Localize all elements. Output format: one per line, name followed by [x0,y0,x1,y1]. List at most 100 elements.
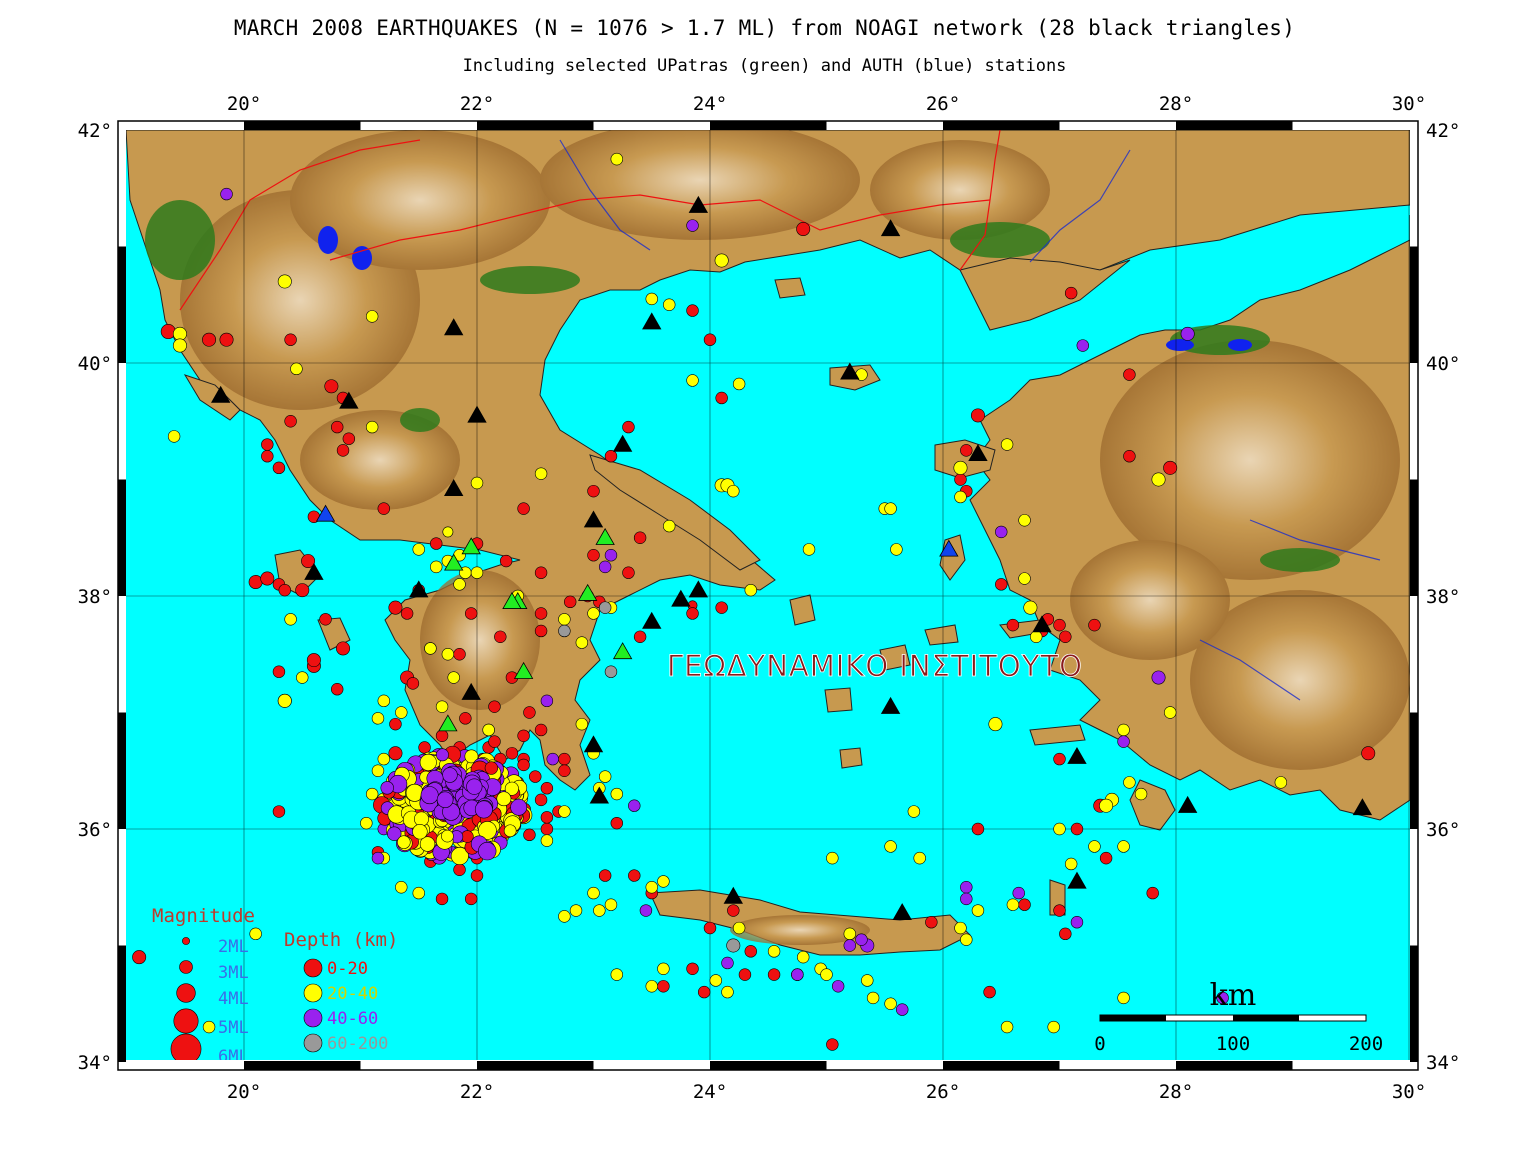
lat-label-right: 36° [1426,819,1460,841]
earthquake-marker [1163,460,1178,475]
earthquake-marker [387,826,402,841]
terrain-relief [180,130,1410,945]
earthquake-marker [767,945,781,958]
earthquake-marker [412,543,425,556]
earthquake-marker [272,461,286,475]
lat-label-right: 42° [1426,120,1460,142]
map-body: ΓΕΩΔΥΝΑΜΙΚΟ ΙΝΣΤΙΤΟΥΤΟ Magnitude 2ML 3ML 4… [126,130,1410,1060]
scale-bar-label-100: 100 [1216,1033,1250,1055]
earthquake-marker [1099,851,1113,865]
land-cyclades-3 [879,644,911,671]
lakes [318,226,1252,351]
land-cyclades-5 [924,624,959,646]
earthquake-marker [686,374,699,387]
frame-bar-bottom [244,1061,361,1070]
lon-label-top: 24° [693,93,727,115]
earthquake-marker [484,761,499,775]
earthquake-marker [523,706,536,719]
earthquake-marker [453,648,466,661]
borders [179,130,1001,311]
earthquake-marker [488,700,501,713]
earthquake-marker [604,665,618,678]
earthquake-marker [442,526,454,538]
legend-depth-label: 0-20 [327,959,368,979]
earthquake-marker [388,746,403,761]
earthquake-marker [414,811,429,827]
earthquake-marker [534,624,548,638]
earthquake-marker [278,583,291,597]
earthquake-marker [1023,600,1038,615]
earthquake-marker [459,712,472,725]
noagi-station-marker [461,682,481,700]
upatras-station-marker [577,583,598,601]
noagi-station-marker [1032,615,1052,633]
earthquake-marker [464,749,479,764]
earthquake-marker [663,519,676,533]
scale-bar-label-0: 0 [1094,1033,1105,1055]
earthquake-marker [1088,840,1101,853]
earthquake-marker [1117,735,1130,748]
earthquake-marker [884,840,897,853]
lowlands [145,200,1340,572]
noagi-station-marker [211,385,231,403]
land-cyclades-1 [789,594,816,626]
earthquake-marker [843,939,856,952]
earthquake-marker [336,444,350,457]
lon-label-bottom: 24° [693,1081,727,1103]
frame-bar-right [1410,945,1418,1062]
earthquake-marker [686,607,699,620]
earthquake-marker [628,869,641,882]
legend-magnitude-marker [179,960,193,974]
lon-label-bottom: 22° [460,1081,494,1103]
earthquake-marker [296,671,309,684]
earthquake-marker [488,735,501,748]
earthquake-marker [1053,904,1066,917]
earthquake-marker [1064,857,1078,871]
earthquake-marker [260,571,275,586]
legend-magnitude-items: 2ML 3ML 4ML 5ML 6ML [170,937,249,1060]
earthquake-marker [336,641,351,656]
earthquake-marker [721,985,734,999]
earthquake-marker [633,630,647,643]
earthquake-marker [1000,1020,1014,1034]
earthquake-marker [633,531,647,544]
earthquake-marker [726,938,741,953]
earthquake-marker [540,822,554,836]
noagi-station-marker [880,219,901,237]
earthquake-marker [290,362,303,376]
earthquake-marker [1151,472,1166,487]
earthquake-marker [1070,915,1084,929]
earthquake-marker [1018,898,1031,911]
lat-label-left: 34° [78,1052,112,1074]
earthquake-marker [604,450,618,463]
earthquake-marker [686,962,699,975]
earthquake-marker [663,298,676,311]
earthquake-marker [954,490,967,504]
earthquake-marker [424,642,437,655]
frame-bar-top [1176,121,1293,130]
lon-label-top: 28° [1159,93,1193,115]
earthquake-marker [598,560,612,574]
noagi-station-marker [612,434,633,452]
earthquake-marker [534,467,548,480]
earthquake-marker [132,950,147,965]
upatras-station-marker [444,553,464,571]
earthquake-marker [960,933,973,946]
earthquake-marker [610,787,623,801]
earthquake-marker [628,799,641,812]
earthquake-marker [277,693,292,708]
land-thasos [774,277,806,299]
earthquake-marker [436,791,454,809]
legend-depth-marker [303,983,323,1003]
earthquake-marker [397,835,411,849]
earthquake-marker [715,601,728,614]
lat-label-left: 38° [78,586,112,608]
earthquake-marker [406,677,420,690]
legend-magnitude-marker [173,1008,199,1034]
rivers [559,139,1381,701]
earthquake-marker [435,892,449,906]
earthquake-marker [657,980,670,993]
earthquake-marker [703,333,717,346]
earthquake-marker [470,869,484,882]
noagi-station-marker [688,195,709,213]
